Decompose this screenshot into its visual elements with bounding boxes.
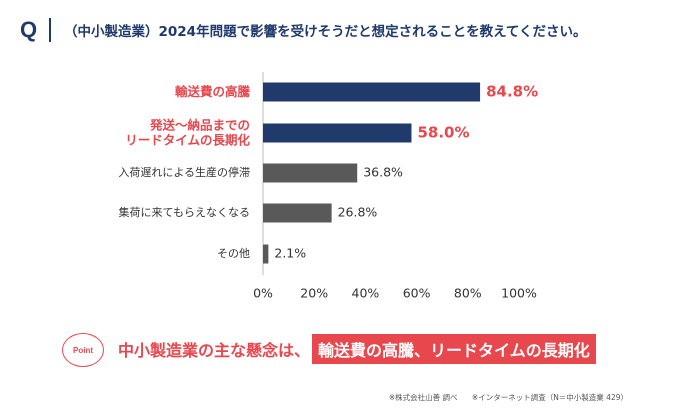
- x-tick-label: 0%: [253, 286, 273, 301]
- category-label-line: リードタイムの長期化: [125, 132, 250, 147]
- x-tick-label: 20%: [300, 286, 328, 301]
- category-label: その他: [217, 247, 250, 260]
- category-label: 入荷遅れによる生産の停滞: [118, 165, 250, 179]
- bar: [263, 244, 269, 264]
- category-label: 集荷に来てもらえなくなる: [119, 205, 250, 219]
- bar: [263, 203, 332, 223]
- x-tick-label: 80%: [454, 286, 482, 301]
- value-label: 84.8%: [486, 83, 538, 101]
- summary-lead: 中小製造業の主な懸念は、: [118, 341, 311, 360]
- category-label-line: 輸送費の高騰: [175, 84, 251, 99]
- footnote-source: ※株式会社山善 調べ: [388, 393, 458, 402]
- category-label-line: 入荷遅れによる生産の停滞: [118, 165, 250, 179]
- bar: [263, 82, 481, 102]
- question-text: （中小製造業）2024年問題で影響を受けそうだと想定されることを教えてください。: [64, 24, 587, 40]
- value-label: 58.0%: [417, 124, 469, 142]
- category-label: 発送～納品までのリードタイムの長期化: [125, 117, 250, 147]
- footnotes: ※株式会社山善 調べ ※インターネット調査（N＝中小製造業 429）: [389, 392, 628, 403]
- value-label: 26.8%: [338, 205, 378, 220]
- question-divider: [49, 18, 51, 42]
- question-mark-label: Q: [20, 17, 38, 42]
- category-label-line: その他: [217, 247, 250, 260]
- footnote-survey: ※インターネット調査（N＝中小製造業 429）: [471, 393, 628, 402]
- category-label: 輸送費の高騰: [175, 84, 251, 99]
- point-badge: Point: [62, 333, 104, 367]
- point-badge-label: Point: [73, 345, 93, 355]
- x-tick-label: 40%: [352, 286, 380, 301]
- bar: [263, 123, 412, 143]
- bar-chart: 輸送費の高騰 84.8% 発送～納品までのリードタイムの長期化 58.0% 入荷遅れによ…: [118, 72, 538, 301]
- category-label-line: 発送～納品までの: [149, 117, 250, 132]
- x-tick-label: 60%: [403, 286, 431, 301]
- summary: 中小製造業の主な懸念は、 輸送費の高騰、リードタイムの長期化: [118, 334, 596, 364]
- summary-highlight: 輸送費の高騰、リードタイムの長期化: [312, 334, 596, 364]
- bar: [263, 163, 358, 183]
- x-tick-label: 100%: [501, 286, 537, 301]
- value-label: 2.1%: [274, 246, 306, 261]
- value-label: 36.8%: [363, 165, 403, 180]
- category-label-line: 集荷に来てもらえなくなる: [119, 205, 250, 219]
